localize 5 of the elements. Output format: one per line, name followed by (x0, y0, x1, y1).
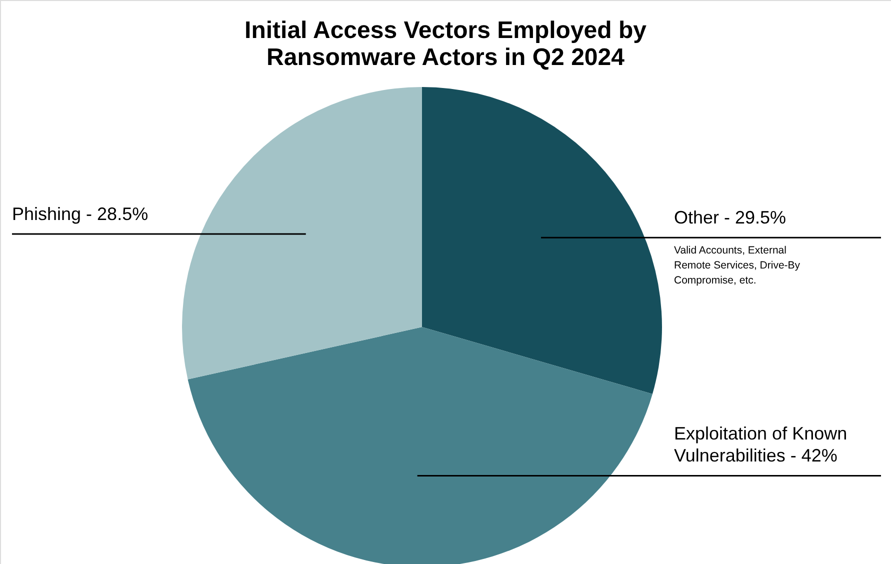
text: Valid Accounts, External Remote Services, Drive-By Compromise, etc. (674, 244, 801, 287)
slice-label: Exploitation of Known Vulnerabilities - 42% (674, 424, 848, 466)
slice-label: Phishing - 28.5% (12, 204, 148, 224)
chart-title: Initial Access Vectors Employed by Ransomware Actors in Q2 2024 (244, 17, 648, 71)
slice-label: Other - 29.5% (674, 208, 786, 228)
